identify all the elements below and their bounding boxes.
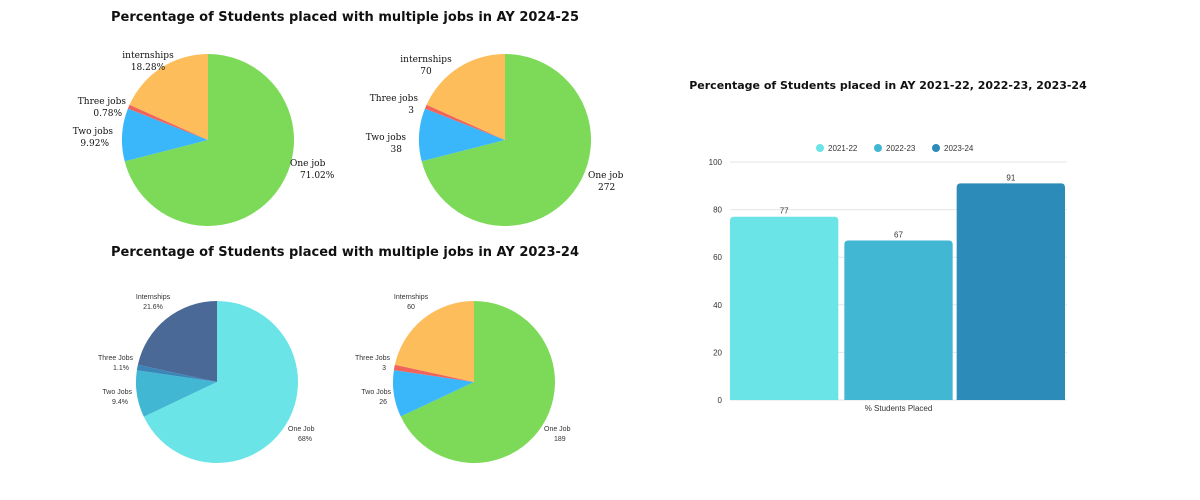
pie-slice-one-job: [421, 54, 592, 226]
pie-chart-3: One Job 68% Two Jobs 9.4% Three Jobs 1.1% Inte…: [98, 294, 315, 464]
pie-value-one-job: 272: [598, 183, 615, 193]
pie-value-two-jobs: 38: [391, 145, 403, 155]
pie-chart-4: One Job 189 Two Jobs 26 Three Jobs 3 Internshi…: [355, 294, 571, 463]
pie-slice-three-jobs: [127, 104, 208, 140]
pie-slice-one-job: [124, 54, 294, 227]
pie-value-three-jobs: 3: [408, 106, 414, 116]
bar-chart: Percentage of Students placed in AY 2021…: [689, 79, 1087, 413]
pie-label-internships: internships: [400, 55, 452, 65]
pie-slice-three-jobs: [393, 364, 474, 382]
bar-2023-24: [956, 183, 1065, 400]
pie-value-three-jobs: 1.1%: [113, 365, 129, 372]
y-tick-label: 60: [713, 253, 722, 262]
pie-value-one-job: 71.02%: [300, 171, 335, 181]
pie-chart-1: One job 71.02% Two jobs 9.92% Three jobs 0.78…: [73, 51, 335, 227]
pie-label-three-jobs: Three jobs: [78, 97, 127, 107]
legend-label-2021-22: 2021-22: [828, 144, 858, 153]
pie-value-three-jobs: 3: [382, 365, 386, 372]
pie-slice-internships: [426, 54, 505, 140]
legend-label-2023-24: 2023-24: [944, 144, 974, 153]
pie-label-two-jobs: Two jobs: [366, 133, 407, 143]
x-axis-label: % Students Placed: [865, 404, 933, 413]
pie-value-internships: 60: [407, 304, 415, 311]
pie-label-internships: internships: [122, 51, 174, 61]
bar-value-label-2022-23: 67: [894, 231, 903, 240]
pie-value-three-jobs: 0.78%: [93, 109, 122, 119]
pie-slice-three-jobs: [136, 364, 217, 382]
pie-label-three-jobs: Three Jobs: [355, 355, 391, 362]
bar-chart-title: Percentage of Students placed in AY 2021…: [689, 79, 1087, 92]
y-tick-label: 80: [713, 206, 722, 215]
pie-label-one-job: One Job: [544, 426, 571, 433]
pie-slice-one-job: [143, 301, 299, 464]
y-tick-label: 0: [718, 396, 723, 405]
legend-swatch-2021-22: [816, 144, 824, 152]
pie-value-internships: 18.28%: [131, 63, 166, 73]
pie-chart-2: One job 272 Two jobs 38 Three jobs 3 internshi…: [366, 54, 624, 226]
pie-label-three-jobs: Three jobs: [370, 94, 419, 104]
pie-label-two-jobs: Two Jobs: [361, 389, 391, 396]
pie-section-title-2024-25: Percentage of Students placed with multi…: [111, 10, 579, 25]
bar-2021-22: [730, 216, 839, 400]
bar-value-label-2021-22: 77: [780, 207, 789, 216]
pie-slice-internships: [394, 301, 474, 382]
bar-2022-23: [844, 240, 953, 400]
pie-value-two-jobs: 9.92%: [80, 139, 109, 149]
pie-slice-two-jobs: [121, 108, 208, 162]
pie-value-two-jobs: 9.4%: [112, 399, 128, 406]
legend-swatch-2023-24: [932, 144, 940, 152]
pie-section-title-2023-24: Percentage of Students placed with multi…: [111, 245, 579, 260]
legend-swatch-2022-23: [874, 144, 882, 152]
pie-label-one-job: One Job: [288, 426, 315, 433]
y-tick-label: 20: [713, 348, 722, 357]
pie-label-two-jobs: Two Jobs: [102, 389, 132, 396]
pie-label-two-jobs: Two jobs: [73, 127, 114, 137]
y-tick-label: 100: [709, 158, 723, 167]
pie-value-one-job: 68%: [298, 436, 312, 443]
pie-slice-internships: [129, 54, 208, 140]
pie-slice-internships: [137, 301, 217, 382]
bar-value-label-2023-24: 91: [1006, 173, 1015, 182]
pie-label-internships: Internships: [394, 294, 429, 301]
legend-label-2022-23: 2022-23: [886, 144, 916, 153]
pie-slice-two-jobs: [419, 108, 505, 162]
y-tick-label: 40: [713, 301, 722, 310]
pie-value-two-jobs: 26: [379, 399, 387, 406]
pie-slice-one-job: [400, 301, 555, 463]
pie-slice-two-jobs: [392, 370, 474, 417]
pie-slice-two-jobs: [136, 370, 217, 417]
pie-label-one-job: One job: [588, 171, 624, 181]
pie-slice-three-jobs: [424, 104, 505, 140]
pie-value-internships: 21.6%: [143, 304, 163, 311]
pie-value-internships: 70: [420, 67, 432, 77]
pie-label-three-jobs: Three Jobs: [98, 355, 134, 362]
pie-label-internships: Internships: [136, 294, 171, 301]
pie-label-one-job: One job: [290, 159, 326, 169]
pie-value-one-job: 189: [554, 436, 566, 443]
